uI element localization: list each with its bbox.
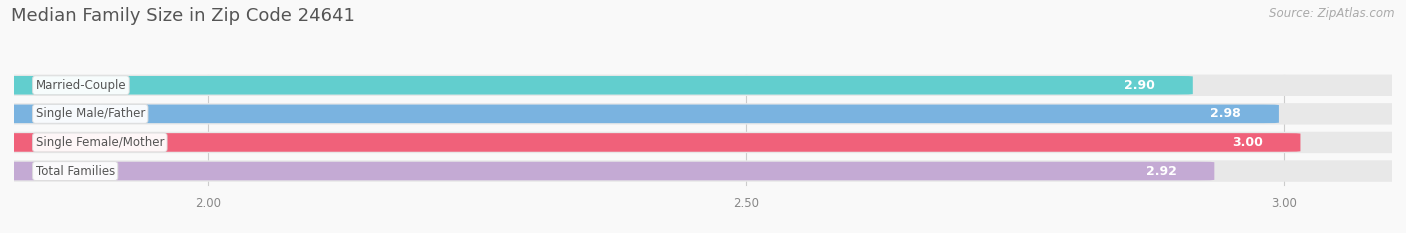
FancyBboxPatch shape <box>0 76 1192 95</box>
Text: Married-Couple: Married-Couple <box>35 79 127 92</box>
FancyBboxPatch shape <box>0 160 1406 182</box>
FancyBboxPatch shape <box>0 75 1406 96</box>
FancyBboxPatch shape <box>0 105 1279 123</box>
FancyBboxPatch shape <box>0 162 1215 180</box>
Text: Median Family Size in Zip Code 24641: Median Family Size in Zip Code 24641 <box>11 7 356 25</box>
FancyBboxPatch shape <box>0 132 1406 153</box>
Text: 3.00: 3.00 <box>1232 136 1263 149</box>
Text: Single Male/Father: Single Male/Father <box>35 107 145 120</box>
Text: Total Families: Total Families <box>35 164 115 178</box>
Text: 2.90: 2.90 <box>1125 79 1156 92</box>
FancyBboxPatch shape <box>0 133 1301 152</box>
Text: 2.98: 2.98 <box>1211 107 1241 120</box>
FancyBboxPatch shape <box>0 103 1406 125</box>
Text: Single Female/Mother: Single Female/Mother <box>35 136 165 149</box>
Text: Source: ZipAtlas.com: Source: ZipAtlas.com <box>1270 7 1395 20</box>
Text: 2.92: 2.92 <box>1146 164 1177 178</box>
